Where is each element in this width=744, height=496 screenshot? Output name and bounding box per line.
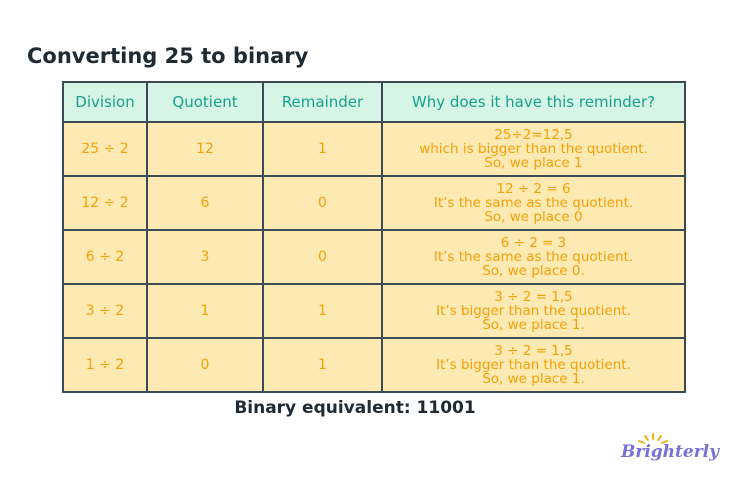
table-cell: 12 <box>146 121 264 177</box>
logo-text: Brighterly <box>621 442 719 462</box>
table-cell: 12 ÷ 2 <box>62 175 148 231</box>
table-cell: 25 ÷ 2 <box>62 121 148 177</box>
title: Converting 25 to binary <box>27 44 309 68</box>
table-cell: 3 ÷ 2 <box>62 283 148 339</box>
reason-line: 3 ÷ 2 = 1,5 <box>494 343 573 359</box>
header-cell: Division <box>62 81 148 123</box>
table-body: 25 ÷ 2 12 1 25÷2=12,5 which is bigger than t… <box>62 121 686 393</box>
table-cell: 0 <box>146 337 264 393</box>
reason-cell: 25÷2=12,5 which is bigger than the quotie… <box>381 121 686 177</box>
table-cell: 1 ÷ 2 <box>62 337 148 393</box>
table-cell: 1 <box>262 121 383 177</box>
reason-line: 3 ÷ 2 = 1,5 <box>494 289 573 305</box>
table-row: 12 ÷ 2 6 0 12 ÷ 2 = 6 It’s the same as the q… <box>62 175 686 231</box>
reason-line: 6 ÷ 2 = 3 <box>500 235 567 251</box>
table-cell: 6 ÷ 2 <box>62 229 148 285</box>
reason-line: It’s the same as the quotient. <box>433 195 634 211</box>
header-cell: Why does it have this reminder? <box>381 81 686 123</box>
reason-line: So, we place 1. <box>482 317 585 333</box>
footer: Binary equivalent: 11001 <box>234 398 476 418</box>
logo: Brighterly <box>621 432 721 468</box>
reason-line: 12 ÷ 2 = 6 <box>496 181 571 197</box>
logo-sun <box>638 433 668 444</box>
table-cell: 1 <box>146 283 264 339</box>
reason-line: It’s the same as the quotient. <box>433 249 634 265</box>
table-cell: 6 <box>146 175 264 231</box>
reason-line: which is bigger than the quotient. <box>419 141 648 157</box>
table-cell: 3 <box>146 229 264 285</box>
table-cell: 0 <box>262 229 383 285</box>
reason-line: So, we place 1. <box>482 371 585 387</box>
header-cell: Quotient <box>146 81 264 123</box>
reason-line: So, we place 0 <box>484 209 583 225</box>
table-cell: 0 <box>262 175 383 231</box>
reason-line: So, we place 1 <box>484 155 583 171</box>
reason-line: It’s bigger than the quotient. <box>436 303 631 319</box>
table-cell: 1 <box>262 337 383 393</box>
reason-line: 25÷2=12,5 <box>494 127 573 143</box>
table-row: 25 ÷ 2 12 1 25÷2=12,5 which is bigger than t… <box>62 121 686 177</box>
reason-line: So, we place 0. <box>482 263 585 279</box>
reason-cell: 3 ÷ 2 = 1,5 It’s bigger than the quotient… <box>381 337 686 393</box>
reason-line: It’s bigger than the quotient. <box>436 357 631 373</box>
table-cell: 1 <box>262 283 383 339</box>
reason-cell: 6 ÷ 2 = 3 It’s the same as the quotient. S… <box>381 229 686 285</box>
reason-cell: 3 ÷ 2 = 1,5 It’s bigger than the quotient… <box>381 283 686 339</box>
conversion-table: Division Quotient Remainder Why does it hav… <box>62 81 686 393</box>
reason-cell: 12 ÷ 2 = 6 It’s the same as the quotient.… <box>381 175 686 231</box>
header-row: Division Quotient Remainder Why does it hav… <box>62 81 686 123</box>
header-cell: Remainder <box>262 81 383 123</box>
